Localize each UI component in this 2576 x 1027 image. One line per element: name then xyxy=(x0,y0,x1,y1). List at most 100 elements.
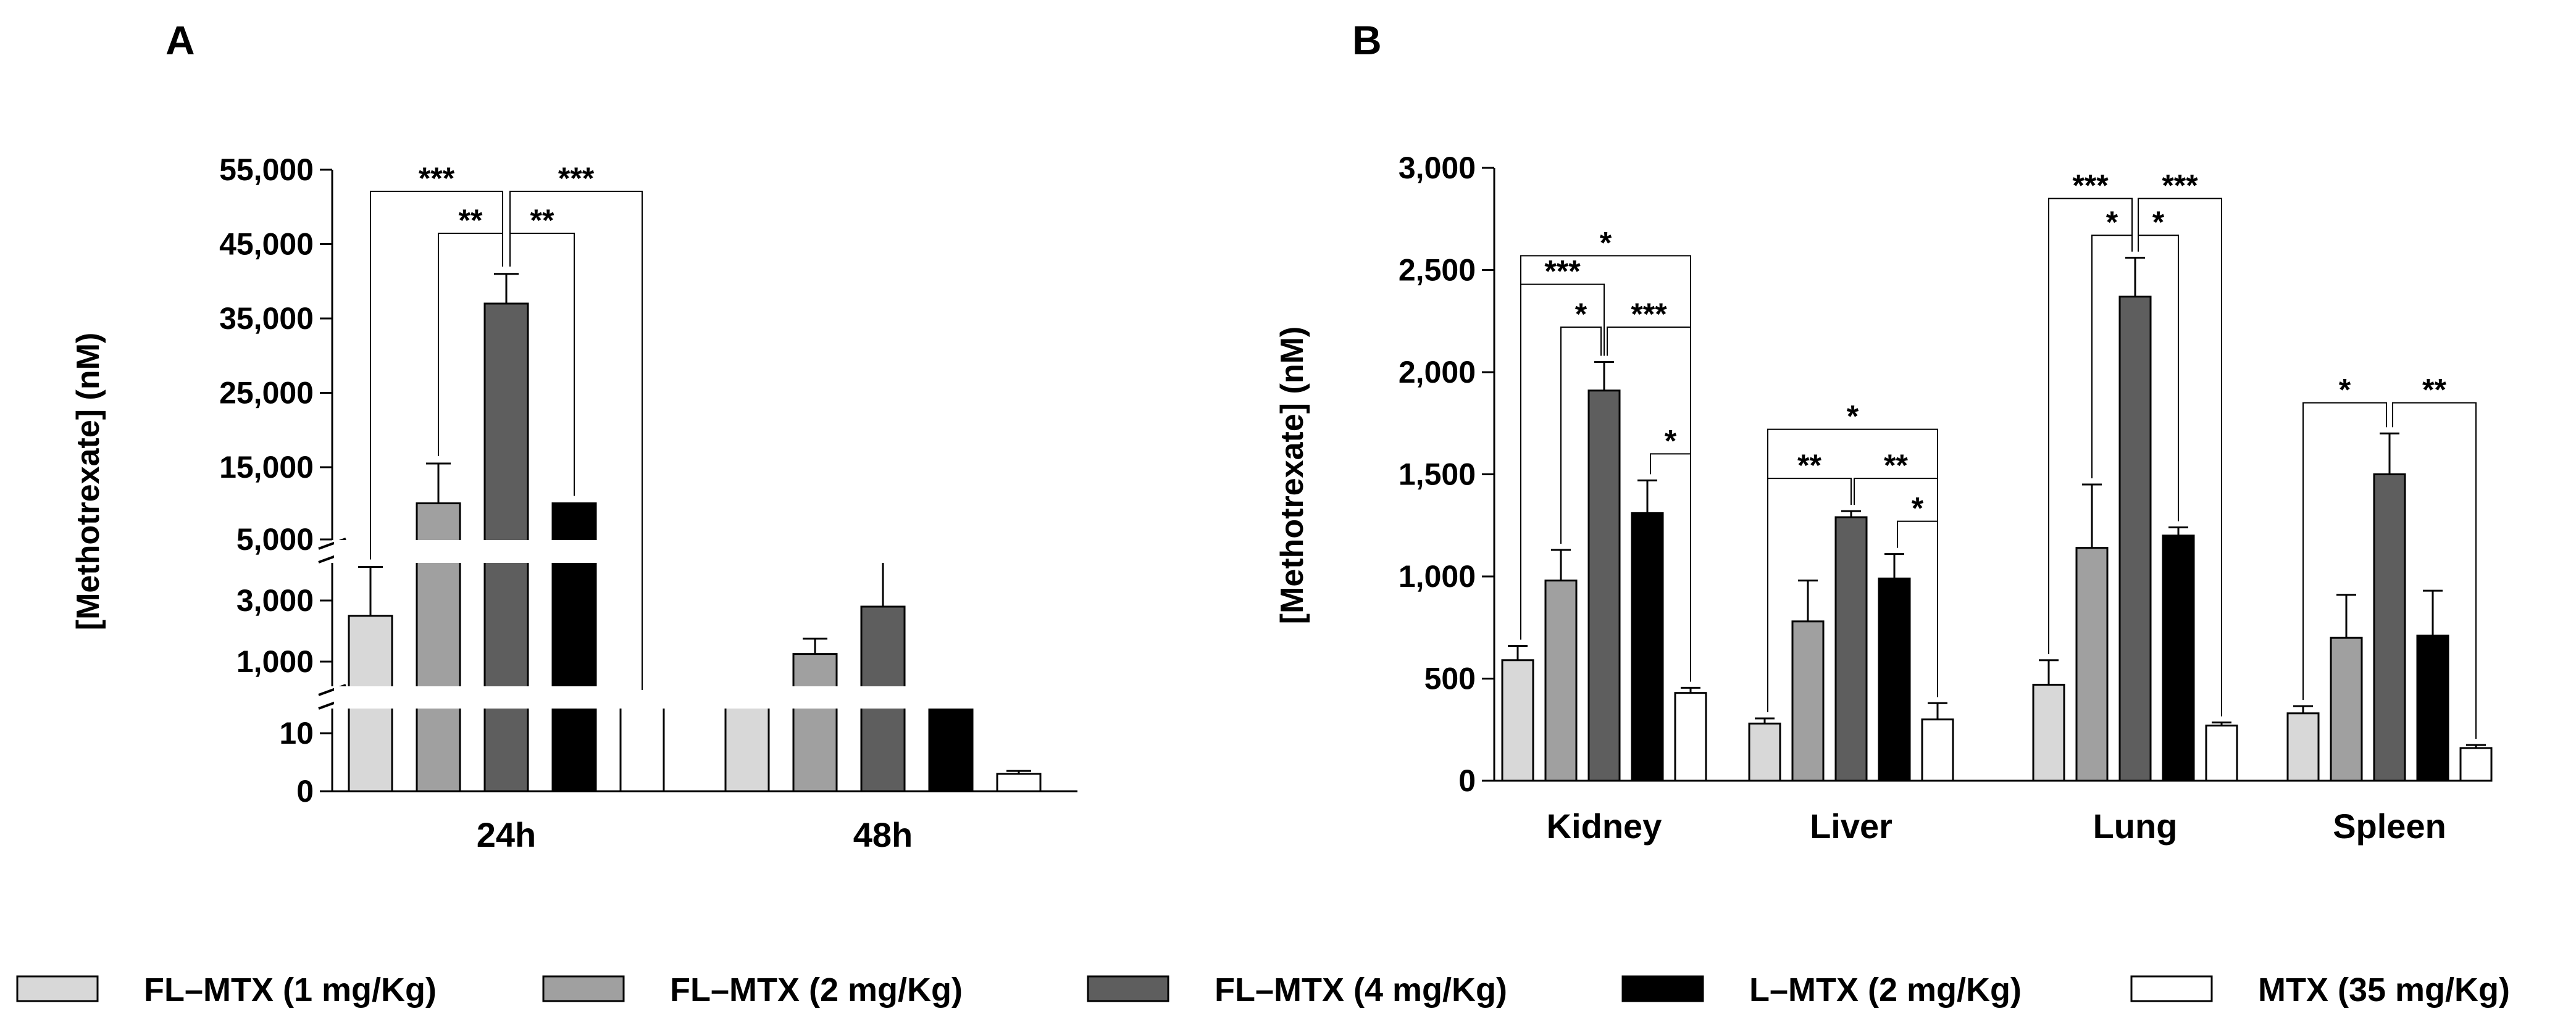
bar xyxy=(2330,636,2363,782)
y-tick-label: 3,000 xyxy=(236,583,314,618)
significance-bracket xyxy=(370,191,503,560)
panel-label-a: A xyxy=(165,17,195,63)
y-tick-label: 5,000 xyxy=(236,522,314,557)
bar xyxy=(1791,620,1825,782)
significance-label: ** xyxy=(1884,448,1908,483)
significance-bracket xyxy=(438,233,503,456)
y-tick-label: 55,000 xyxy=(219,152,314,187)
bar xyxy=(2162,534,2195,782)
significance-label: * xyxy=(1847,399,1859,434)
significance-label: ** xyxy=(2422,373,2446,407)
significance-label: * xyxy=(2339,373,2351,407)
significance-label: * xyxy=(2106,205,2118,239)
bar xyxy=(2075,547,2109,782)
significance-bracket xyxy=(1650,453,1691,682)
significance-bracket xyxy=(509,191,643,690)
y-tick-label: 25,000 xyxy=(219,376,314,410)
bar xyxy=(792,653,838,792)
x-category-label: Kidney xyxy=(1547,807,1662,846)
significance-bracket xyxy=(1520,283,1605,640)
bar xyxy=(1748,722,1781,782)
bar xyxy=(1587,389,1621,782)
legend-swatch xyxy=(1621,975,1704,1002)
significance-label: * xyxy=(1575,297,1587,331)
y-axis-label: [Methotrexate] (nM) xyxy=(1274,326,1310,624)
bar xyxy=(2032,683,2065,782)
bar xyxy=(2286,712,2320,782)
bar xyxy=(2459,747,2493,782)
significance-bracket xyxy=(2091,235,2133,479)
significance-bracket xyxy=(1767,478,1852,713)
significance-bracket xyxy=(2048,198,2133,654)
significance-bracket xyxy=(2392,402,2477,739)
bar xyxy=(619,696,665,792)
bar xyxy=(928,696,974,792)
significance-label: * xyxy=(1665,423,1677,458)
legend-swatch xyxy=(16,975,99,1002)
x-category-label: Spleen xyxy=(2333,807,2446,846)
bar xyxy=(2373,473,2406,782)
significance-label: * xyxy=(2152,205,2165,239)
significance-bracket xyxy=(1560,326,1602,544)
legend-label: L–MTX (2 mg/Kg) xyxy=(1749,971,2022,1008)
significance-label: *** xyxy=(1544,254,1581,289)
significance-label: * xyxy=(1912,491,1924,526)
y-tick-label: 2,000 xyxy=(1399,355,1476,389)
bar xyxy=(1834,516,1868,782)
legend-label: FL–MTX (4 mg/Kg) xyxy=(1215,971,1507,1008)
y-tick-label: 1,000 xyxy=(1399,559,1476,594)
x-category-label: Lung xyxy=(2093,807,2178,846)
significance-label: * xyxy=(1600,225,1612,260)
significance-label: *** xyxy=(1631,297,1667,331)
significance-label: *** xyxy=(2162,168,2198,203)
bar xyxy=(2205,725,2238,782)
y-tick-label: 15,000 xyxy=(219,450,314,484)
bar xyxy=(1544,580,1578,782)
x-category-label: 24h xyxy=(477,815,537,854)
y-tick-label: 500 xyxy=(1424,662,1476,696)
bar xyxy=(1921,718,1954,782)
y-tick-label: 1,000 xyxy=(236,644,314,679)
y-tick-label: 3,000 xyxy=(1399,151,1476,185)
significance-bracket xyxy=(2138,235,2179,522)
significance-bracket xyxy=(509,233,575,496)
panel-b-chart: 0 500 1,000 1,500 2,000 2,500 3,000 [Methotrexa… xyxy=(1274,151,2493,846)
bar xyxy=(724,696,770,792)
x-category-label: Liver xyxy=(1810,807,1892,846)
significance-label: ** xyxy=(530,203,554,238)
significance-label: ** xyxy=(459,203,483,238)
legend-label: FL–MTX (1 mg/Kg) xyxy=(144,971,437,1008)
bar xyxy=(996,773,1042,792)
axis-break-band xyxy=(334,686,1077,709)
y-tick-label: 1,500 xyxy=(1399,457,1476,492)
y-tick-label: 45,000 xyxy=(219,227,314,262)
y-tick-label: 0 xyxy=(1458,763,1476,798)
significance-label: *** xyxy=(419,161,455,196)
panel-label-b: B xyxy=(1352,17,1382,63)
axis-break-band xyxy=(334,540,1077,563)
legend-swatch xyxy=(2130,975,2213,1002)
legend-label: MTX (35 mg/Kg) xyxy=(2258,971,2510,1008)
panel-a-chart: 0 10 1,000 3,000 5,000 15,000 25,000 35,000 45,0… xyxy=(70,152,1077,854)
y-tick-label: 2,500 xyxy=(1399,253,1476,288)
bar xyxy=(1674,692,1707,782)
bar xyxy=(2118,296,2152,782)
significance-label: *** xyxy=(2072,168,2109,203)
legend-swatch xyxy=(1087,975,1169,1002)
bar xyxy=(1501,659,1534,782)
y-tick-label: 0 xyxy=(296,774,314,809)
significance-bracket xyxy=(2138,198,2222,717)
significance-bracket xyxy=(1897,520,1938,697)
significance-label: *** xyxy=(558,161,595,196)
x-category-label: 48h xyxy=(853,815,913,854)
bar xyxy=(2416,634,2449,782)
y-tick-label: 35,000 xyxy=(219,301,314,336)
y-axis-label: [Methotrexate] (nM) xyxy=(70,333,106,630)
significance-bracket xyxy=(2302,402,2387,701)
y-tick-label: 10 xyxy=(279,716,314,750)
bar xyxy=(1878,577,1911,782)
bar xyxy=(1631,512,1664,782)
legend-label: FL–MTX (2 mg/Kg) xyxy=(670,971,963,1008)
legend-swatch xyxy=(542,975,625,1002)
